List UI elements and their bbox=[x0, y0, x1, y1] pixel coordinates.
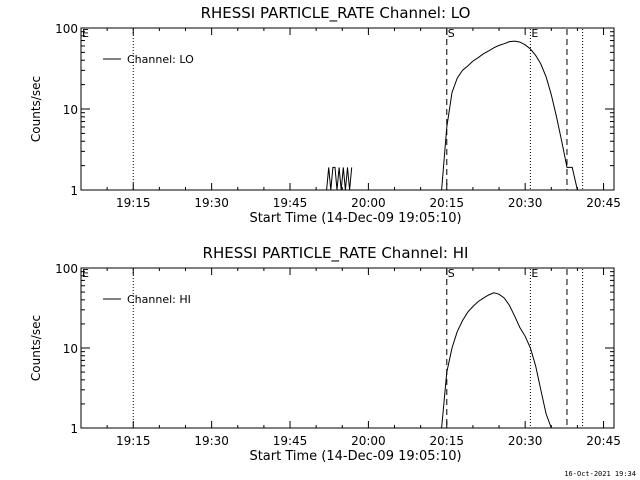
series-line bbox=[326, 166, 353, 191]
y-axis-label: Counts/sec bbox=[29, 76, 43, 142]
footer-timestamp: 16-Oct-2021 19:34 bbox=[564, 470, 636, 478]
plot-frame bbox=[80, 267, 615, 429]
x-tick-label: 20:15 bbox=[429, 196, 464, 210]
y-tick-label: 10 bbox=[63, 103, 78, 117]
x-tick-label: 20:45 bbox=[586, 434, 621, 448]
chart-title: RHESSI PARTICLE_RATE Channel: LO bbox=[201, 4, 471, 23]
marker-label: S bbox=[448, 267, 455, 280]
y-tick-label: 100 bbox=[55, 22, 78, 36]
y-axis-label: Counts/sec bbox=[29, 315, 43, 381]
marker-label: E bbox=[531, 267, 538, 280]
chart-panel-1: RHESSI PARTICLE_RATE Channel: LO Counts/s… bbox=[29, 4, 621, 226]
marker-label: E bbox=[531, 27, 538, 40]
chart-panel-2: RHESSI PARTICLE_RATE Channel: HI Counts/s… bbox=[29, 244, 621, 464]
x-tick-label: 19:30 bbox=[194, 196, 229, 210]
x-tick-label: 20:30 bbox=[508, 196, 543, 210]
x-tick-label: 20:45 bbox=[586, 196, 621, 210]
marker-label: S bbox=[448, 27, 455, 40]
series-line bbox=[441, 40, 578, 191]
x-tick-label: 19:30 bbox=[194, 434, 229, 448]
x-tick-label: 20:00 bbox=[351, 196, 386, 210]
marker-label: E bbox=[82, 27, 89, 40]
legend-label: Channel: HI bbox=[127, 293, 191, 306]
legend-label: Channel: LO bbox=[127, 53, 194, 66]
y-tick-label: 1 bbox=[70, 422, 78, 436]
chart-title: RHESSI PARTICLE_RATE Channel: HI bbox=[203, 244, 469, 263]
x-axis-label: Start Time (14-Dec-09 19:05:10) bbox=[249, 211, 461, 226]
y-tick-label: 10 bbox=[63, 342, 78, 356]
x-tick-label: 20:15 bbox=[429, 434, 464, 448]
x-tick-label: 20:00 bbox=[351, 434, 386, 448]
marker-label: E bbox=[82, 267, 89, 280]
x-tick-label: 19:15 bbox=[116, 434, 151, 448]
x-tick-label: 19:45 bbox=[273, 434, 308, 448]
x-tick-label: 19:15 bbox=[116, 196, 151, 210]
series-line bbox=[441, 292, 552, 429]
x-tick-label: 20:30 bbox=[508, 434, 543, 448]
y-tick-label: 100 bbox=[55, 262, 78, 276]
x-axis-label: Start Time (14-Dec-09 19:05:10) bbox=[249, 449, 461, 464]
x-tick-label: 19:45 bbox=[273, 196, 308, 210]
y-tick-label: 1 bbox=[70, 184, 78, 198]
